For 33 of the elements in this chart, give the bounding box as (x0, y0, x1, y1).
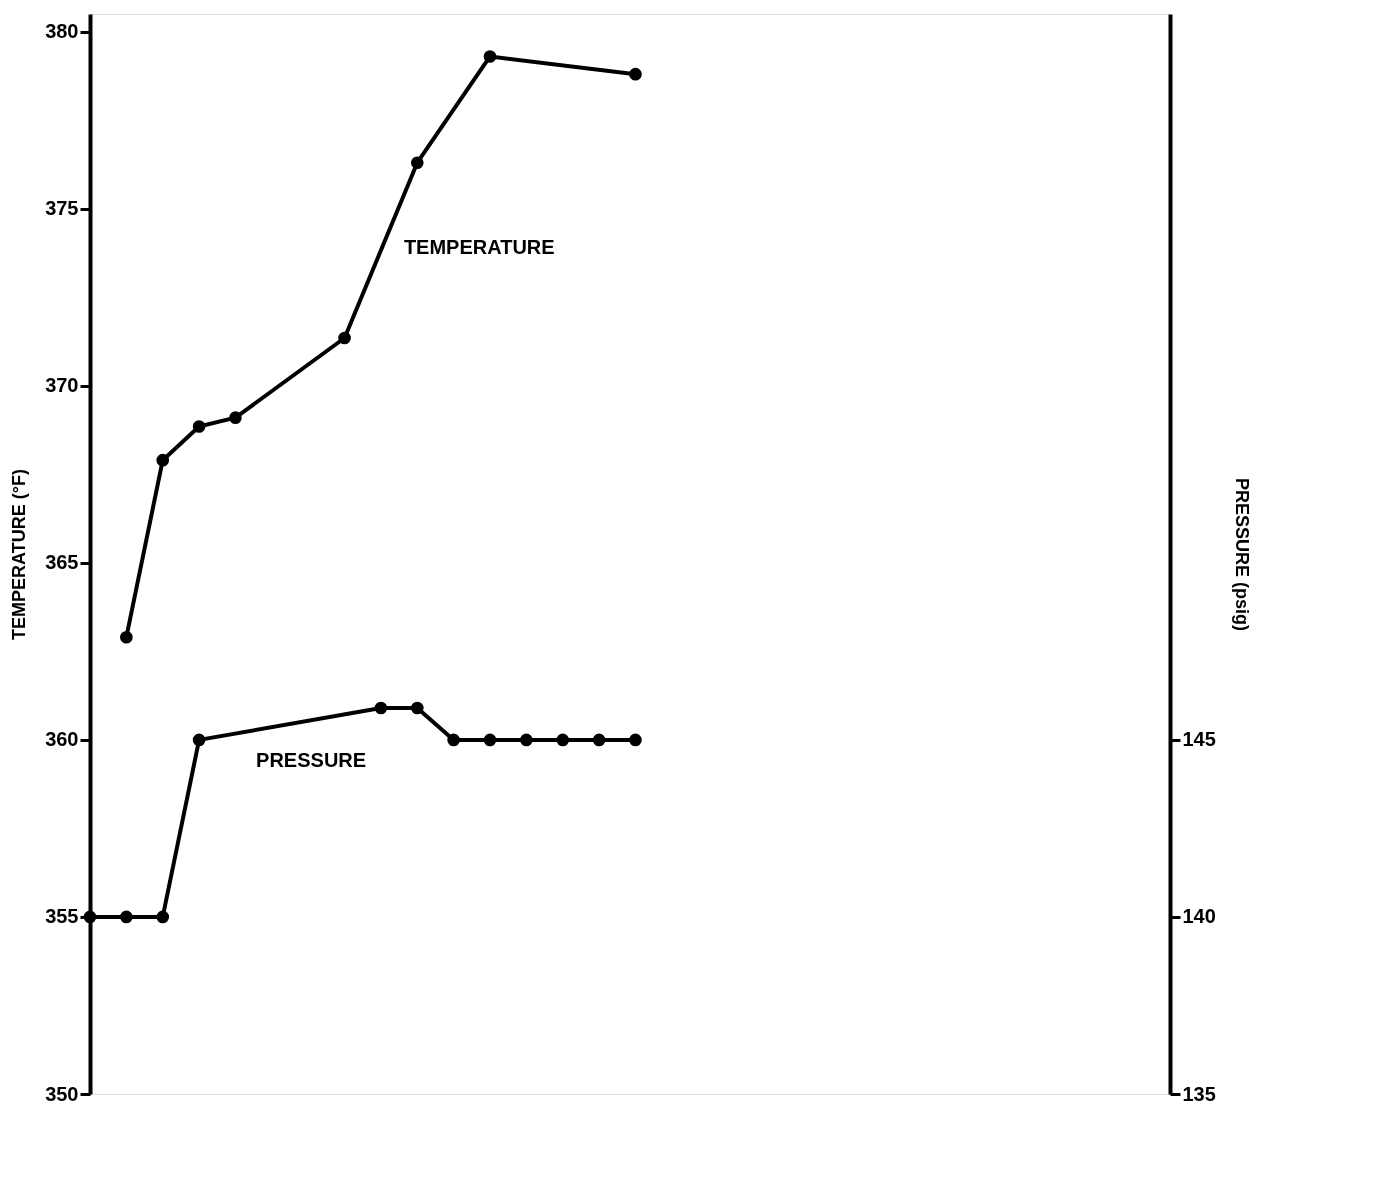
point (556, 733, 570, 747)
point (338, 331, 351, 345)
y-axis-title: TEMPERATURE (°F) (9, 469, 30, 640)
point (483, 50, 497, 63)
y-tick-label: 380 (45, 20, 79, 43)
series-label: TEMPERATURE (403, 235, 555, 258)
point (629, 733, 642, 747)
y-tick-label: 375 (45, 197, 79, 220)
point (192, 420, 206, 433)
point (374, 701, 388, 715)
point (447, 733, 460, 747)
y-tick-label: 370 (45, 374, 79, 397)
point (592, 733, 606, 747)
point (483, 733, 497, 747)
point (120, 630, 133, 644)
point (410, 156, 424, 170)
point (156, 910, 170, 924)
y2-tick-label: 135 (1182, 1082, 1216, 1105)
y-tick-label: 355 (45, 905, 79, 928)
point (520, 733, 533, 747)
y2-tick-label: 140 (1182, 905, 1216, 928)
y2-tick-label: 145 (1182, 728, 1216, 751)
y-tick-label: 360 (45, 728, 79, 751)
point (410, 701, 424, 715)
point (229, 411, 242, 424)
point (629, 67, 642, 81)
point (156, 453, 170, 467)
y2-axis-title: PRESSURE (psig) (1231, 477, 1252, 632)
y-tick-label: 350 (45, 1082, 79, 1105)
y-tick-label: 365 (45, 551, 79, 574)
point (192, 733, 206, 747)
point (120, 910, 133, 924)
series-label: PRESSURE (256, 748, 367, 771)
